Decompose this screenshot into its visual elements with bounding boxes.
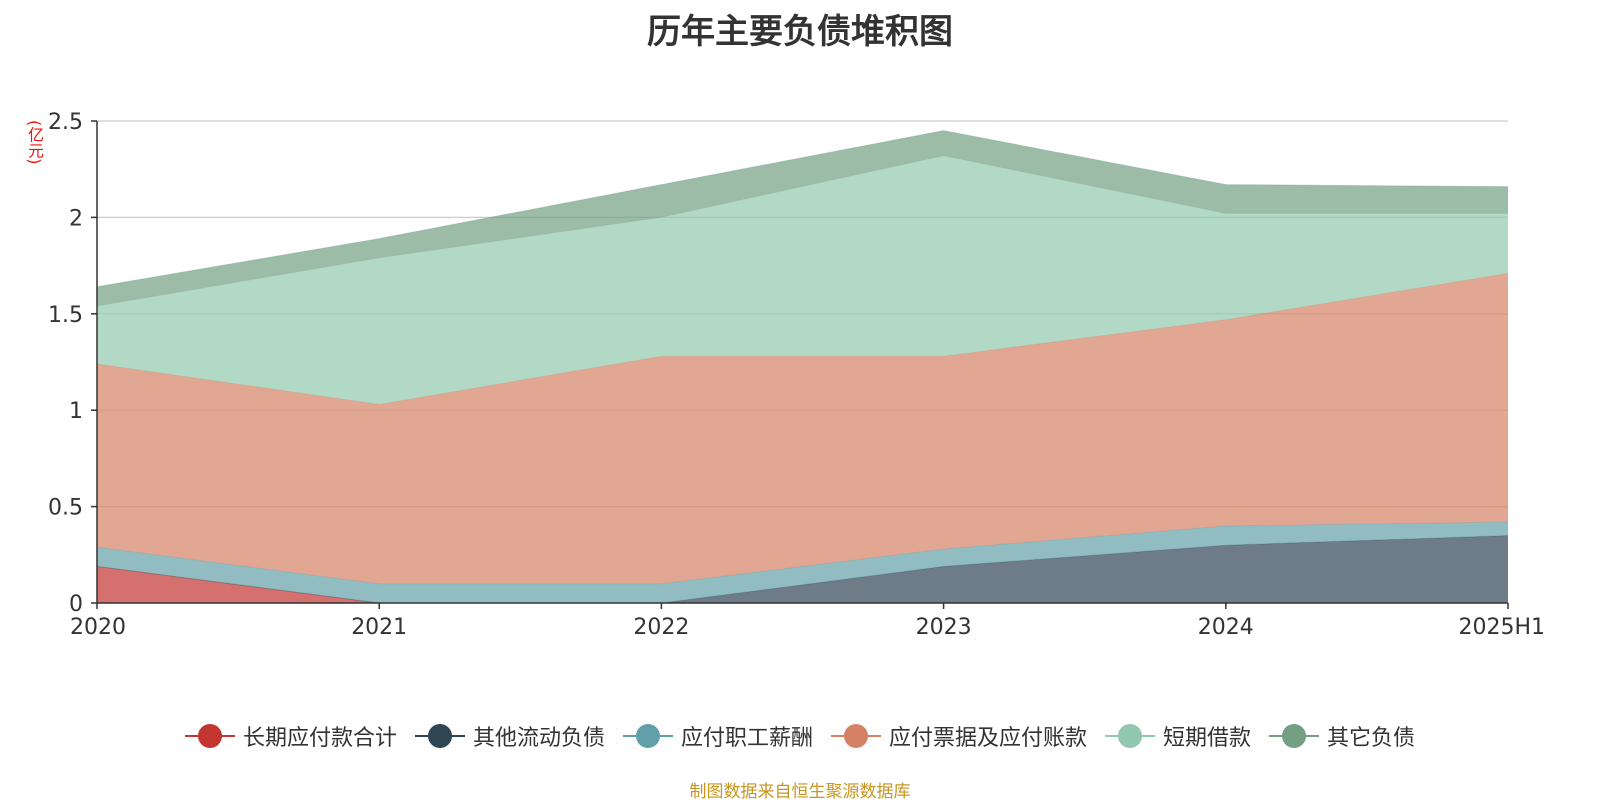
source-note: 制图数据来自恒生聚源数据库 bbox=[689, 782, 911, 802]
legend-item[interactable]: 短期借款 bbox=[1105, 720, 1251, 752]
area-4[interactable] bbox=[97, 155, 1508, 405]
area-0[interactable] bbox=[97, 566, 1508, 603]
legend-item[interactable]: 长期应付款合计 bbox=[184, 720, 397, 752]
area-3[interactable] bbox=[97, 273, 1508, 584]
axes: 0 0.5 1 1.5 2 2.5 2020 2021 2022 2023 2024 2025H1 bbox=[48, 110, 1545, 640]
legend-marker-icon bbox=[414, 723, 465, 749]
legend-label: 应付职工薪酬 bbox=[680, 726, 813, 751]
legend-marker-icon bbox=[622, 723, 673, 749]
area-2[interactable] bbox=[97, 522, 1508, 603]
y-tick-label: 2.5 bbox=[48, 110, 83, 135]
legend-item[interactable]: 应付职工薪酬 bbox=[622, 720, 813, 752]
x-tick-label: 2021 bbox=[351, 615, 407, 640]
y-tick-label: 0.5 bbox=[48, 496, 83, 521]
area-5[interactable] bbox=[97, 130, 1508, 307]
legend-marker-icon bbox=[1105, 723, 1156, 749]
legend-marker-icon bbox=[1269, 723, 1320, 749]
y-tick-label: 2 bbox=[69, 206, 83, 231]
legend-item[interactable]: 其它负债 bbox=[1269, 720, 1415, 752]
legend-item[interactable]: 其他流动负债 bbox=[414, 720, 605, 752]
x-tick-label: 2025H1 bbox=[1458, 615, 1545, 640]
x-tick-label: 2023 bbox=[916, 615, 972, 640]
legend-label: 长期应付款合计 bbox=[242, 726, 397, 751]
legend-label: 其他流动负债 bbox=[472, 726, 605, 751]
x-tick-label: 2024 bbox=[1198, 615, 1254, 640]
legend-marker-icon bbox=[831, 723, 881, 749]
y-axis-unit-label: (亿元) bbox=[25, 120, 44, 165]
legend-label: 应付票据及应付账款 bbox=[889, 726, 1088, 751]
legend-label: 其它负债 bbox=[1327, 726, 1416, 751]
legend: 长期应付款合计 其他流动负债 应付职工薪酬 应付票据及应付账款 短期借款 其它负债 bbox=[0, 718, 1600, 754]
legend-label: 短期借款 bbox=[1163, 726, 1252, 751]
y-tick-label: 1 bbox=[69, 399, 83, 424]
y-tick-label: 1.5 bbox=[48, 303, 83, 328]
x-tick-label: 2022 bbox=[633, 615, 689, 640]
y-tick-label: 0 bbox=[69, 592, 83, 617]
area-1[interactable] bbox=[97, 535, 1508, 604]
area-series bbox=[96, 130, 1509, 604]
chart-title: 历年主要负债堆积图 bbox=[647, 12, 953, 52]
legend-marker-icon bbox=[184, 723, 235, 749]
legend-item[interactable]: 应付票据及应付账款 bbox=[831, 720, 1087, 752]
area-edge-5 bbox=[96, 130, 1509, 288]
x-tick-label: 2020 bbox=[70, 615, 126, 640]
